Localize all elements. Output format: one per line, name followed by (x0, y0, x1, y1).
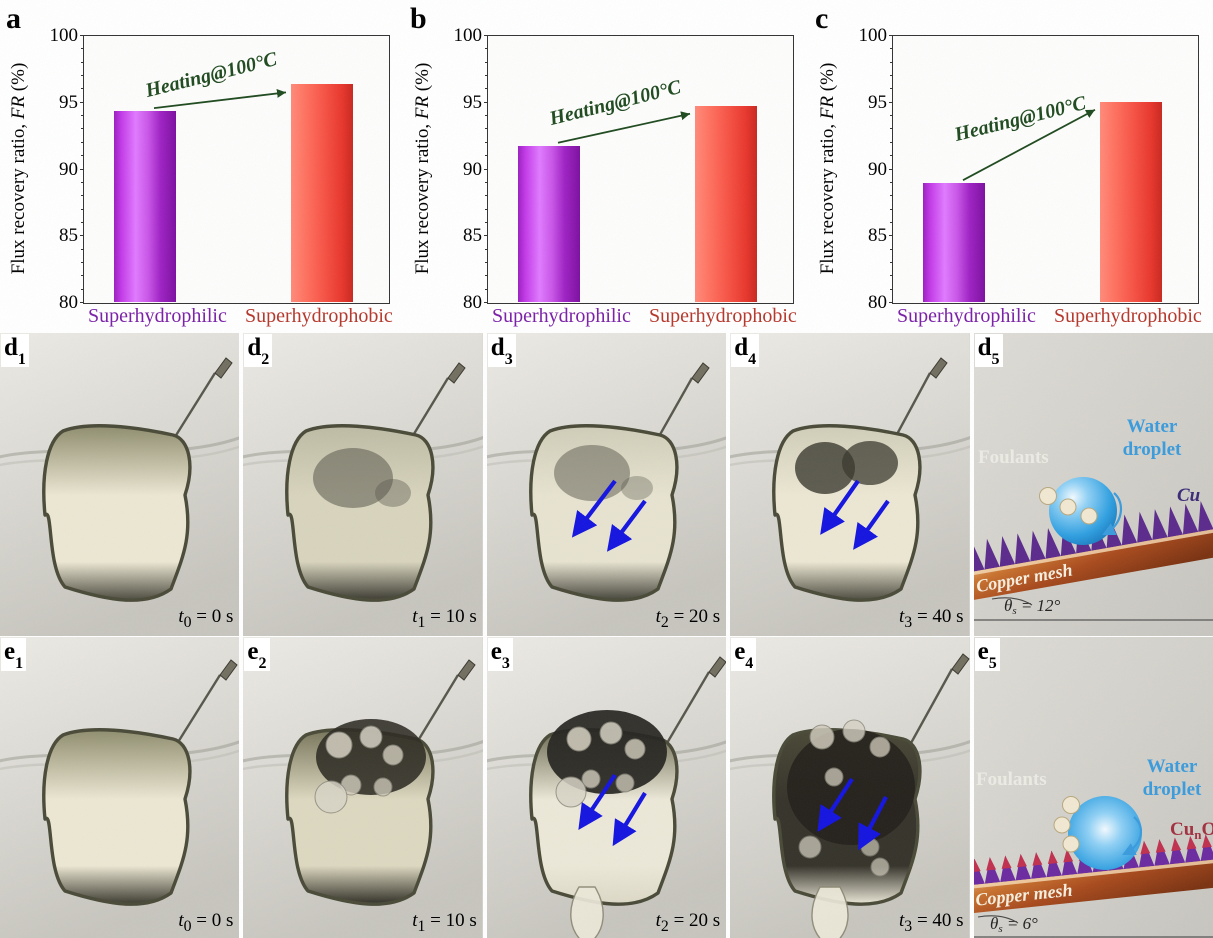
svg-text:CunO: CunO (1170, 819, 1213, 842)
svg-text:θs = 6°: θs = 6° (990, 914, 1038, 935)
svg-text:Cu: Cu (1177, 485, 1200, 506)
svg-text:droplet: droplet (1142, 779, 1201, 800)
svg-text:droplet: droplet (1122, 439, 1181, 460)
svg-text:Water: Water (1126, 416, 1177, 437)
svg-text:Water: Water (1146, 756, 1197, 777)
svg-text:Foulants: Foulants (978, 447, 1049, 468)
svg-text:Foulants: Foulants (976, 769, 1047, 790)
